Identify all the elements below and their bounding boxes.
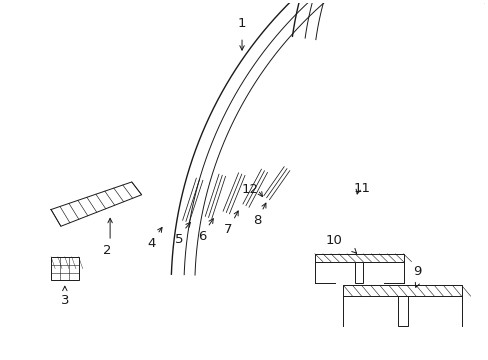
Bar [51,257,79,280]
Text: 12: 12 [241,183,258,196]
Text: 4: 4 [147,237,155,250]
Bar [397,296,407,326]
Text: 6: 6 [198,230,206,243]
Text: 9: 9 [412,265,421,278]
Text: 2: 2 [102,244,111,257]
Bar [314,254,403,262]
Bar [355,262,363,283]
Text: 5: 5 [174,233,183,246]
Text: 1: 1 [237,17,246,30]
Text: 7: 7 [224,223,232,236]
Text: 11: 11 [353,182,370,195]
Text: 10: 10 [325,234,341,247]
Text: 3: 3 [61,294,69,307]
Text: 8: 8 [253,215,262,228]
Bar [343,285,461,296]
